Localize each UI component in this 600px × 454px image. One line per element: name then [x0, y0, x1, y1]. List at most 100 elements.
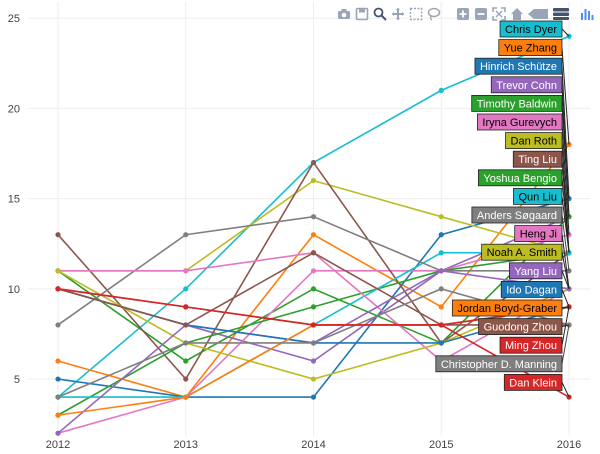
data-point-ting-liu[interactable]	[55, 232, 61, 238]
hover-label-qun-liu: Qun Liu	[518, 191, 557, 203]
x-tick-label: 2013	[174, 439, 198, 451]
lasso-select-icon[interactable]	[426, 6, 441, 21]
data-point-anders-s-gaard[interactable]	[183, 232, 189, 238]
hover-label-christopher-d-manning: Christopher D. Manning	[441, 359, 557, 371]
data-point-jordan-boyd-graber[interactable]	[55, 412, 61, 418]
x-tick-label: 2014	[301, 439, 325, 451]
hover-label-connector	[561, 28, 570, 37]
zoom-out-icon[interactable]	[473, 6, 488, 21]
data-point-christopher-d-manning[interactable]	[183, 340, 189, 346]
y-tick-label: 25	[8, 13, 20, 25]
y-tick-label: 10	[8, 284, 20, 296]
hover-labels: Chris Dyer Yue Zhang Hinrich Schütze Trevor…	[435, 20, 570, 398]
x-tick-label: 2016	[557, 439, 581, 451]
data-point-hinrich-sch-tze[interactable]	[310, 394, 317, 400]
hover-label-dan-roth: Dan Roth	[511, 136, 557, 148]
hover-label-connector	[561, 66, 570, 199]
hover-label-connector	[561, 103, 570, 217]
hover-label-trevor-cohn: Trevor Cohn	[496, 80, 557, 92]
hover-label-box-hinrich-sch-tze	[474, 57, 563, 75]
data-point-chris-dyer[interactable]	[438, 87, 444, 93]
data-point-dan-klein[interactable]	[438, 322, 444, 328]
home-icon[interactable]	[509, 6, 524, 21]
data-point-guodong-zhou[interactable]	[310, 250, 317, 256]
hover-label-anders-s-gaard: Anders Søgaard	[477, 210, 557, 222]
data-point-christopher-d-manning[interactable]	[438, 286, 444, 292]
data-point-yang-liu[interactable]	[55, 430, 61, 436]
hover-label-ido-dagan: Ido Dagan	[506, 284, 557, 296]
data-point-noah-a-smith[interactable]	[310, 376, 317, 382]
hover-label-connector	[561, 306, 570, 309]
data-point-anders-s-gaard[interactable]	[55, 322, 61, 328]
data-point-yang-liu[interactable]	[438, 268, 444, 274]
hover-label-dan-klein: Dan Klein	[509, 377, 557, 389]
hover-label-connector	[561, 252, 570, 289]
data-point-yue-zhang[interactable]	[438, 304, 444, 310]
data-point-ido-dagan[interactable]	[438, 340, 444, 346]
zoom-in-icon[interactable]	[455, 6, 470, 21]
data-point-dan-klein[interactable]	[55, 286, 61, 292]
data-point-ting-liu[interactable]	[310, 159, 317, 166]
hover-label-connector	[561, 270, 570, 290]
hover-label-connector	[561, 47, 570, 145]
hover-label-connector	[561, 196, 570, 253]
hover-label-box-qun-liu	[513, 187, 563, 205]
data-point-dan-klein[interactable]	[183, 304, 189, 310]
hover-label-connector	[561, 233, 570, 289]
data-point-yoshua-bengio[interactable]	[310, 304, 317, 310]
box-select-icon[interactable]	[408, 6, 423, 21]
data-point-timothy-baldwin[interactable]	[183, 358, 189, 364]
pan-icon[interactable]	[390, 6, 405, 21]
x-tick-label: 2015	[429, 439, 453, 451]
data-point-anders-s-gaard[interactable]	[310, 214, 317, 220]
hover-label-timothy-baldwin: Timothy Baldwin	[477, 98, 557, 110]
spike-lines-icon[interactable]	[527, 6, 549, 21]
hover-label-box-trevor-cohn	[490, 76, 563, 94]
data-point-hinrich-sch-tze[interactable]	[55, 376, 61, 382]
hover-label-connector	[561, 382, 570, 398]
hover-label-guodong-zhou: Guodong Zhou	[484, 322, 557, 334]
y-tick-label: 5	[14, 374, 20, 386]
hover-label-hinrich-sch-tze: Hinrich Schütze	[480, 61, 557, 73]
modebar	[336, 6, 594, 24]
data-point-christopher-d-manning[interactable]	[310, 340, 317, 346]
data-point-chris-dyer[interactable]	[183, 286, 189, 292]
data-point-dan-klein[interactable]	[310, 322, 317, 328]
hover-label-box-ido-dagan	[500, 280, 563, 298]
data-point-trevor-cohn[interactable]	[310, 358, 317, 364]
data-point-yue-zhang[interactable]	[55, 358, 61, 364]
data-point-heng-ji[interactable]	[183, 268, 189, 274]
autoscale-icon[interactable]	[491, 6, 506, 21]
plotly-logo-icon[interactable]	[579, 6, 594, 21]
zoom-icon[interactable]	[372, 6, 387, 21]
hover-label-connector	[561, 289, 570, 308]
hover-label-connector	[561, 121, 570, 235]
hover-label-connector	[561, 306, 570, 346]
hover-label-box-yang-liu	[508, 262, 563, 280]
data-point-timothy-baldwin[interactable]	[310, 286, 317, 292]
compare-hover-icon[interactable]	[552, 6, 570, 21]
data-point-noah-a-smith[interactable]	[55, 268, 61, 274]
data-point-christopher-d-manning[interactable]	[55, 394, 61, 400]
data-point-jordan-boyd-graber[interactable]	[183, 394, 189, 400]
data-point-qun-liu[interactable]	[438, 250, 444, 256]
data-point-yue-zhang[interactable]	[310, 232, 317, 238]
hover-label-yang-liu: Yang Liu	[514, 266, 557, 278]
hover-label-yoshua-bengio: Yoshua Bengio	[483, 173, 557, 185]
hover-label-box-guodong-zhou	[478, 318, 563, 336]
hover-label-box-dan-roth	[505, 132, 563, 150]
hover-label-connector	[561, 214, 570, 271]
data-point-iryna-gurevych[interactable]	[310, 268, 317, 274]
hover-label-iryna-gurevych: Iryna Gurevych	[482, 117, 557, 129]
data-point-dan-roth[interactable]	[438, 214, 444, 220]
save-icon[interactable]	[354, 6, 369, 21]
data-point-guodong-zhou[interactable]	[183, 322, 189, 328]
data-point-hinrich-sch-tze[interactable]	[438, 232, 444, 238]
camera-icon[interactable]	[336, 6, 351, 21]
hover-label-box-chris-dyer	[499, 20, 563, 38]
hover-label-box-iryna-gurevych	[477, 113, 563, 131]
y-tick-label: 15	[8, 194, 20, 206]
data-point-dan-roth[interactable]	[310, 177, 317, 184]
data-point-ting-liu[interactable]	[183, 376, 189, 382]
